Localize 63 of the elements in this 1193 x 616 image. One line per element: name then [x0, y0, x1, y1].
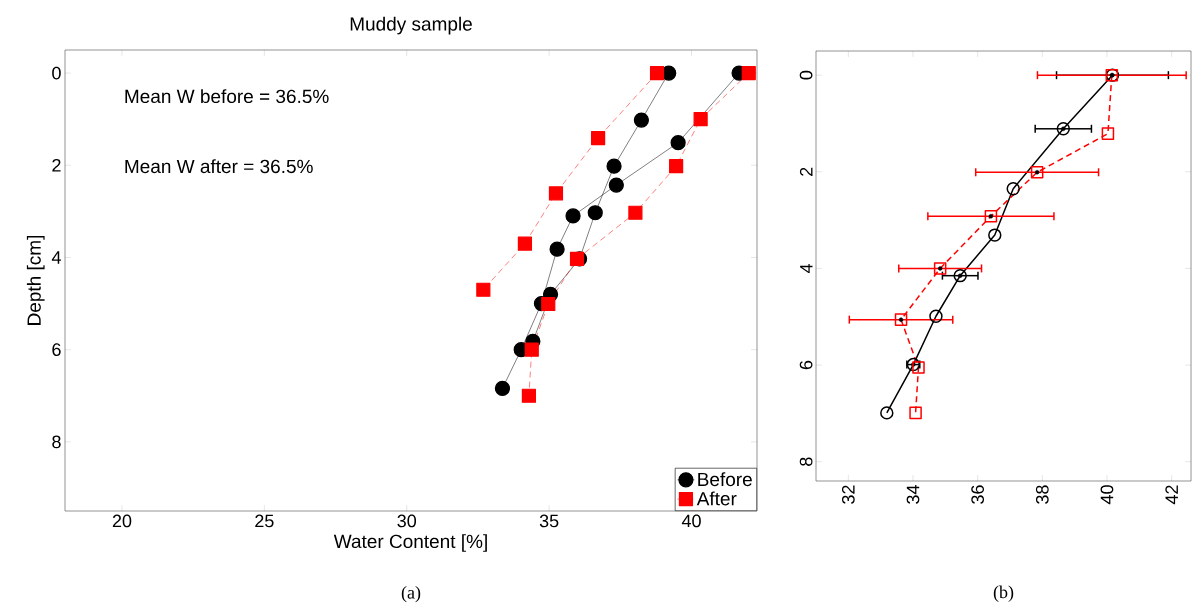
annotation: Mean W after = 36.5% — [125, 159, 313, 174]
y-tick-label: 2 — [52, 158, 61, 172]
y-tick-label: 8 — [52, 435, 61, 449]
point — [953, 268, 967, 283]
y-tick-label: 0 — [52, 66, 61, 80]
point — [549, 241, 565, 257]
point — [608, 177, 624, 193]
point — [693, 112, 708, 127]
x-tick-label: 40 — [1100, 485, 1114, 505]
x-tick-label: 35 — [539, 514, 559, 528]
x-axis-title: Water Content [%] — [333, 534, 487, 552]
point — [929, 309, 943, 323]
point — [880, 406, 894, 420]
point — [476, 282, 491, 297]
point — [521, 388, 536, 403]
point — [606, 158, 622, 174]
x-tick-label: 34 — [906, 485, 920, 504]
point — [565, 208, 581, 224]
annotation: Mean W before = 36.5% — [125, 89, 329, 104]
x-tick-label: 25 — [255, 514, 274, 528]
point — [988, 228, 1002, 242]
x-tick-label: 30 — [397, 514, 417, 528]
x-tick-label: 32 — [841, 485, 855, 504]
y-tick-label: 0 — [799, 70, 813, 80]
point — [894, 313, 908, 326]
point — [517, 236, 533, 251]
point — [909, 406, 922, 420]
y-tick-label: 4 — [800, 263, 813, 274]
text: (a) — [401, 585, 421, 603]
x-tick-label: 42 — [1165, 485, 1178, 505]
point — [548, 186, 564, 201]
y-tick-label: 2 — [799, 167, 813, 176]
point — [494, 380, 511, 396]
x-tick-label: 40 — [681, 514, 701, 528]
point — [587, 205, 603, 221]
point — [912, 361, 925, 374]
y-tick-label: 6 — [52, 343, 61, 357]
point — [1101, 127, 1115, 140]
legend-label: After — [696, 491, 737, 506]
y-axis-title: Depth [cm] — [26, 235, 45, 325]
point — [1030, 166, 1044, 179]
x-tick-label: 38 — [1035, 485, 1049, 504]
y-tick-label: 4 — [51, 251, 61, 264]
point — [524, 342, 539, 357]
point — [669, 159, 684, 174]
point — [633, 112, 649, 128]
point — [1006, 182, 1020, 196]
point — [649, 65, 665, 81]
text: (b) — [993, 585, 1014, 602]
point — [741, 65, 756, 81]
point — [591, 130, 606, 146]
x-tick-label: 20 — [112, 514, 132, 528]
point — [541, 296, 556, 312]
x-tick-label: 36 — [971, 485, 985, 504]
chart-title: Muddy sample — [350, 16, 472, 35]
y-tick-label: 8 — [799, 457, 813, 466]
point — [670, 135, 686, 151]
point — [984, 209, 998, 223]
point — [933, 262, 947, 275]
point — [1056, 122, 1071, 136]
legend-label: Before — [698, 472, 752, 487]
point — [628, 205, 643, 220]
y-tick-label: 6 — [799, 360, 813, 370]
